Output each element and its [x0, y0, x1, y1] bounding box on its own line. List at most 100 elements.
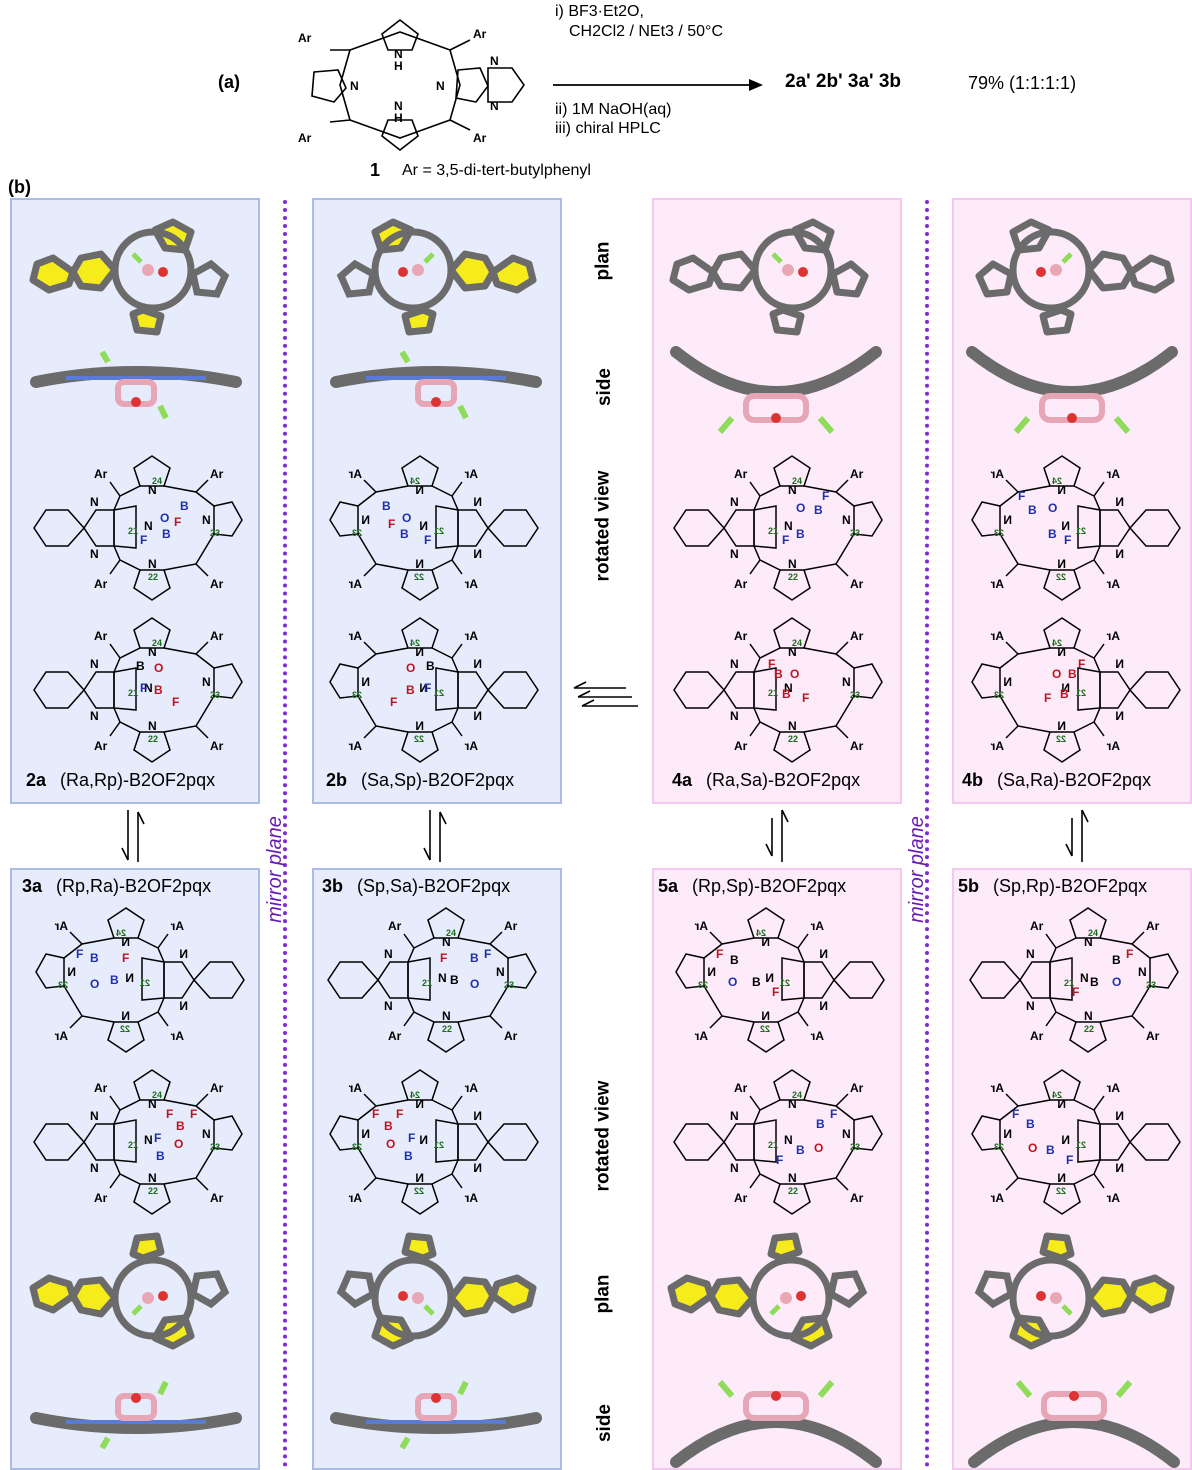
- svg-text:B: B: [782, 687, 791, 701]
- caption-4b: 4b (Sa,Ra)-B2OF2pqx: [962, 770, 1151, 791]
- svg-text:O: O: [406, 661, 415, 675]
- svg-text:B: B: [156, 1149, 165, 1163]
- caption-3b-text: (Sp,Sa)-B2OF2pqx: [357, 876, 511, 896]
- model-3a-plan: [28, 1228, 238, 1358]
- svg-text:B: B: [814, 503, 823, 517]
- svg-text:B: B: [1026, 1117, 1035, 1131]
- model-2a-plan: [28, 210, 238, 340]
- model-3a-side: [36, 1372, 236, 1452]
- svg-text:O: O: [1112, 975, 1121, 989]
- svg-text:B: B: [752, 975, 761, 989]
- svg-text:F: F: [1072, 985, 1079, 999]
- svg-text:B: B: [176, 1119, 185, 1133]
- svg-text:F: F: [782, 533, 789, 547]
- caption-2a-number: 2a: [26, 770, 47, 790]
- svg-text:F: F: [1066, 1153, 1073, 1167]
- svg-text:F: F: [166, 1107, 173, 1121]
- svg-text:F: F: [1064, 533, 1071, 547]
- caption-3b: 3b (Sp,Sa)-B2OF2pqx: [322, 876, 510, 897]
- row-label-rotated-bottom: rotated view: [592, 1080, 614, 1192]
- model-5b-side: [974, 1376, 1174, 1466]
- model-2b-side: [336, 352, 536, 432]
- structure-3b-rotated: BOF FBF: [329, 1069, 539, 1215]
- equilibrium-arrow-2b-3b: [423, 810, 447, 862]
- svg-text:O: O: [1028, 1141, 1037, 1155]
- svg-text:B: B: [404, 1149, 413, 1163]
- panel-2a: [10, 198, 260, 804]
- svg-text:B: B: [450, 973, 459, 987]
- ar-definition: Ar = 3,5-di-tert-butylphenyl: [402, 162, 591, 179]
- caption-4a: 4a (Ra,Sa)-B2OF2pqx: [672, 770, 860, 791]
- svg-text:B: B: [136, 659, 145, 673]
- svg-text:Ar: Ar: [298, 31, 312, 45]
- svg-text:O: O: [790, 667, 799, 681]
- equilibrium-arrows-horizontal: [573, 681, 638, 707]
- row-label-side-top: side: [594, 367, 616, 407]
- svg-text:B: B: [1028, 503, 1037, 517]
- svg-text:O: O: [470, 977, 479, 991]
- svg-text:F: F: [174, 515, 181, 529]
- svg-text:F: F: [424, 533, 431, 547]
- svg-text:B: B: [1046, 1143, 1055, 1157]
- panel-3a: [10, 868, 260, 1470]
- model-4b-plan: [966, 210, 1176, 340]
- svg-text:F: F: [484, 947, 491, 961]
- svg-text:F: F: [408, 1131, 415, 1145]
- svg-text:F: F: [768, 657, 775, 671]
- svg-text:H: H: [394, 59, 403, 73]
- structure-4a-plan: FB OB F: [673, 617, 883, 763]
- row-label-side-bottom: side: [594, 1403, 616, 1443]
- svg-text:B: B: [180, 499, 189, 513]
- equilibrium-arrow-2a-3a: [121, 810, 145, 862]
- svg-text:N: N: [490, 99, 499, 113]
- caption-3a-text: (Rp,Ra)-B2OF2pqx: [56, 876, 212, 896]
- svg-text:B: B: [426, 659, 435, 673]
- svg-text:B: B: [400, 527, 409, 541]
- row-label-rotated-top: rotated view: [592, 470, 614, 582]
- caption-4b-number: 4b: [962, 770, 984, 790]
- svg-text:F: F: [140, 681, 147, 695]
- svg-text:B: B: [1048, 527, 1057, 541]
- svg-text:F: F: [1044, 691, 1051, 705]
- svg-text:O: O: [90, 977, 99, 991]
- svg-text:F: F: [776, 1153, 783, 1167]
- svg-text:F: F: [154, 1131, 161, 1145]
- svg-text:B: B: [1068, 667, 1077, 681]
- caption-5a: 5a (Rp,Sp)-B2OF2pqx: [658, 876, 846, 897]
- svg-text:F: F: [1012, 1107, 1019, 1121]
- caption-2b-number: 2b: [326, 770, 348, 790]
- caption-2a: 2a (Ra,Rp)-B2OF2pqx: [26, 770, 215, 791]
- caption-2a-text: (Ra,Rp)-B2OF2pqx: [60, 770, 216, 790]
- svg-text:B: B: [816, 1117, 825, 1131]
- products: 2a' 2b' 3a' 3b: [785, 71, 902, 92]
- svg-text:B: B: [90, 951, 99, 965]
- model-3b-side: [336, 1372, 536, 1452]
- svg-text:F: F: [372, 1107, 379, 1121]
- svg-text:F: F: [76, 947, 83, 961]
- mirror-plane-line-right: [925, 200, 929, 1468]
- svg-text:B: B: [1112, 953, 1121, 967]
- svg-text:B: B: [730, 953, 739, 967]
- model-4b-side: [972, 352, 1172, 442]
- reaction-arrow: [553, 79, 763, 91]
- svg-text:O: O: [1052, 667, 1061, 681]
- svg-text:B: B: [796, 1143, 805, 1157]
- mirror-plane-line-left: [283, 200, 287, 1468]
- caption-3b-number: 3b: [322, 876, 344, 896]
- svg-text:F: F: [716, 947, 723, 961]
- svg-text:O: O: [386, 1137, 395, 1151]
- caption-5a-number: 5a: [658, 876, 679, 896]
- svg-text:N: N: [490, 54, 499, 68]
- caption-4a-text: (Ra,Sa)-B2OF2pqx: [706, 770, 861, 790]
- svg-text:O: O: [728, 975, 737, 989]
- structure-3a-plan: BO BF F: [35, 907, 245, 1053]
- svg-text:B: B: [110, 973, 119, 987]
- panel-3b: [312, 868, 562, 1470]
